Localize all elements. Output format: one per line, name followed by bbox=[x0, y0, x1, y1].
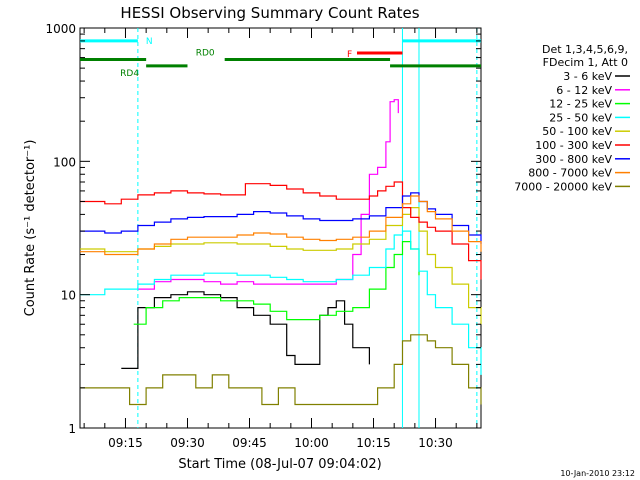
y-tick-label: 1000 bbox=[45, 22, 76, 36]
legend-entry-label: 25 - 50 keV bbox=[549, 111, 612, 124]
x-axis-label: Start Time (08-Jul-07 09:04:02) bbox=[178, 457, 381, 472]
y-axis-label: Count Rate (s⁻¹ detector⁻¹) bbox=[23, 140, 38, 317]
x-tick-label: 09:15 bbox=[108, 436, 143, 450]
y-tick-label: 10 bbox=[61, 289, 76, 303]
footer-date: 10-Jan-2010 23:12 bbox=[560, 469, 635, 478]
series-line-1 bbox=[137, 99, 399, 290]
x-axis-ticks: 09:15 09:30 09:45 10:00 10:15 10:30 bbox=[83, 28, 478, 450]
x-tick-label: 10:00 bbox=[294, 436, 329, 450]
legend-entry-label: 800 - 7000 keV bbox=[528, 167, 612, 180]
legend-entry-label: 300 - 800 keV bbox=[535, 153, 612, 166]
plot-frame bbox=[79, 27, 482, 429]
annotation-f: F bbox=[347, 50, 352, 60]
x-tick-label: 10:15 bbox=[356, 436, 391, 450]
legend-entry-label: 50 - 100 keV bbox=[542, 125, 612, 138]
x-tick-label: 09:45 bbox=[232, 436, 267, 450]
series-line-0 bbox=[121, 291, 370, 369]
series-line-3 bbox=[80, 230, 482, 375]
annotation-n: N bbox=[146, 37, 153, 47]
chart-title: HESSI Observing Summary Count Rates bbox=[120, 4, 419, 22]
series-line-6 bbox=[80, 192, 482, 244]
legend-header-line-1: Det 1,3,4,5,6,9, bbox=[542, 43, 628, 56]
legend: Det 1,3,4,5,6,9, FDecim 1, Att 0 3 - 6 k… bbox=[514, 43, 630, 193]
x-tick-label: 10:30 bbox=[418, 436, 453, 450]
y-tick-label: 100 bbox=[53, 155, 76, 169]
annotation-rd4: RD4 bbox=[120, 69, 139, 79]
legend-entry-label: 100 - 300 keV bbox=[535, 139, 612, 152]
legend-entry-label: 12 - 25 keV bbox=[549, 98, 612, 111]
y-tick-label: 1 bbox=[68, 422, 76, 436]
legend-header-line-2: FDecim 1, Att 0 bbox=[543, 56, 628, 69]
y-axis-ticks: 1 10 100 1000 bbox=[45, 22, 481, 436]
legend-entry-label: 3 - 6 keV bbox=[563, 70, 612, 83]
legend-entry-label: 6 - 12 keV bbox=[556, 84, 612, 97]
series-line-8 bbox=[80, 334, 482, 406]
annotation-rd0: RD0 bbox=[196, 49, 215, 59]
x-tick-label: 09:30 bbox=[170, 436, 205, 450]
plot-area: N RD0 RD4 F bbox=[79, 27, 482, 429]
series-line-5 bbox=[80, 181, 482, 280]
series-line-4 bbox=[80, 207, 482, 325]
series-line-7 bbox=[80, 195, 482, 256]
legend-entry-label: 7000 - 20000 keV bbox=[514, 180, 612, 193]
series-line-2 bbox=[133, 241, 420, 325]
